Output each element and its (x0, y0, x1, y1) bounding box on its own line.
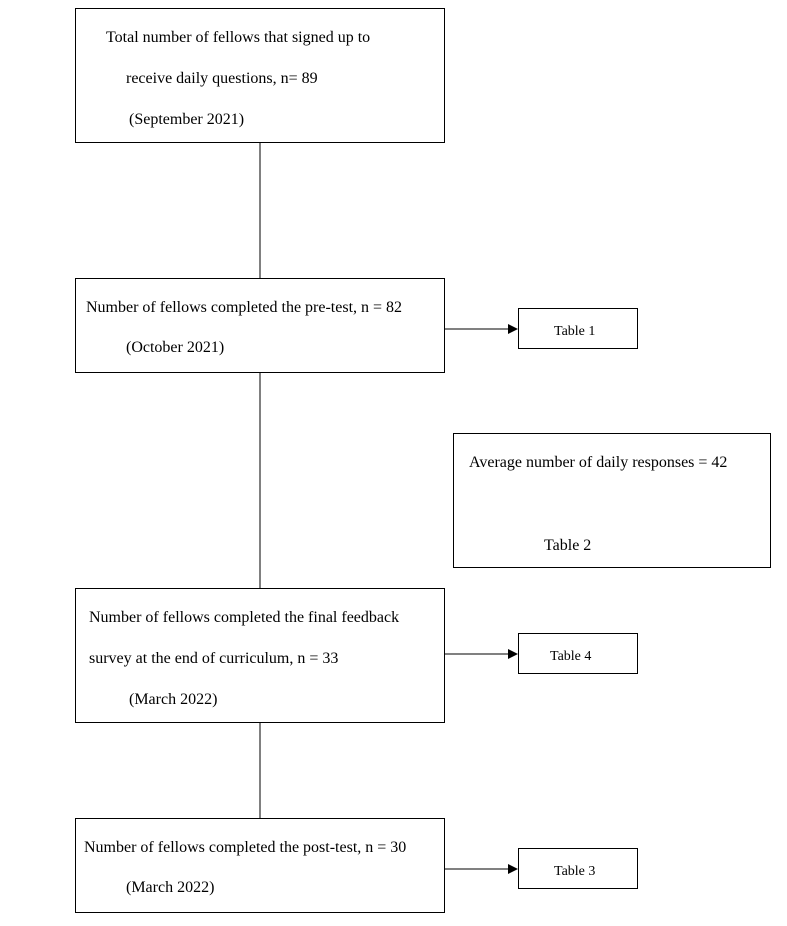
flow-box-table4: Table 4 (518, 633, 638, 674)
box1-line1: Total number of fellows that signed up t… (106, 29, 370, 47)
box5-line1: Number of fellows completed the post-tes… (84, 839, 406, 857)
flow-box-table1: Table 1 (518, 308, 638, 349)
box4-line2: survey at the end of curriculum, n = 33 (89, 650, 338, 668)
flow-box-table3: Table 3 (518, 848, 638, 889)
box2-line1: Number of fellows completed the pre-test… (86, 299, 402, 317)
flow-box-posttest: Number of fellows completed the post-tes… (75, 818, 445, 913)
flow-box-avg-responses: Average number of daily responses = 42 T… (453, 433, 771, 568)
box4-line3: (March 2022) (129, 691, 217, 709)
box3-line1: Average number of daily responses = 42 (469, 454, 727, 472)
box2ref-line1: Table 1 (554, 324, 595, 340)
box1-line2: receive daily questions, n= 89 (126, 70, 318, 88)
edge-box2-to-table1 (445, 324, 518, 334)
edge-box4-to-table4 (445, 649, 518, 659)
edge-box5-to-table3 (445, 864, 518, 874)
box5ref-line1: Table 3 (554, 864, 595, 880)
flow-box-pretest: Number of fellows completed the pre-test… (75, 278, 445, 373)
box2-line2: (October 2021) (126, 339, 224, 357)
box4ref-line1: Table 4 (550, 649, 591, 665)
flow-box-signup: Total number of fellows that signed up t… (75, 8, 445, 143)
box3-line2: Table 2 (544, 537, 591, 555)
box1-line3: (September 2021) (129, 111, 244, 129)
box5-line2: (March 2022) (126, 879, 214, 897)
box4-line1: Number of fellows completed the final fe… (89, 609, 399, 627)
flow-box-final-feedback: Number of fellows completed the final fe… (75, 588, 445, 723)
